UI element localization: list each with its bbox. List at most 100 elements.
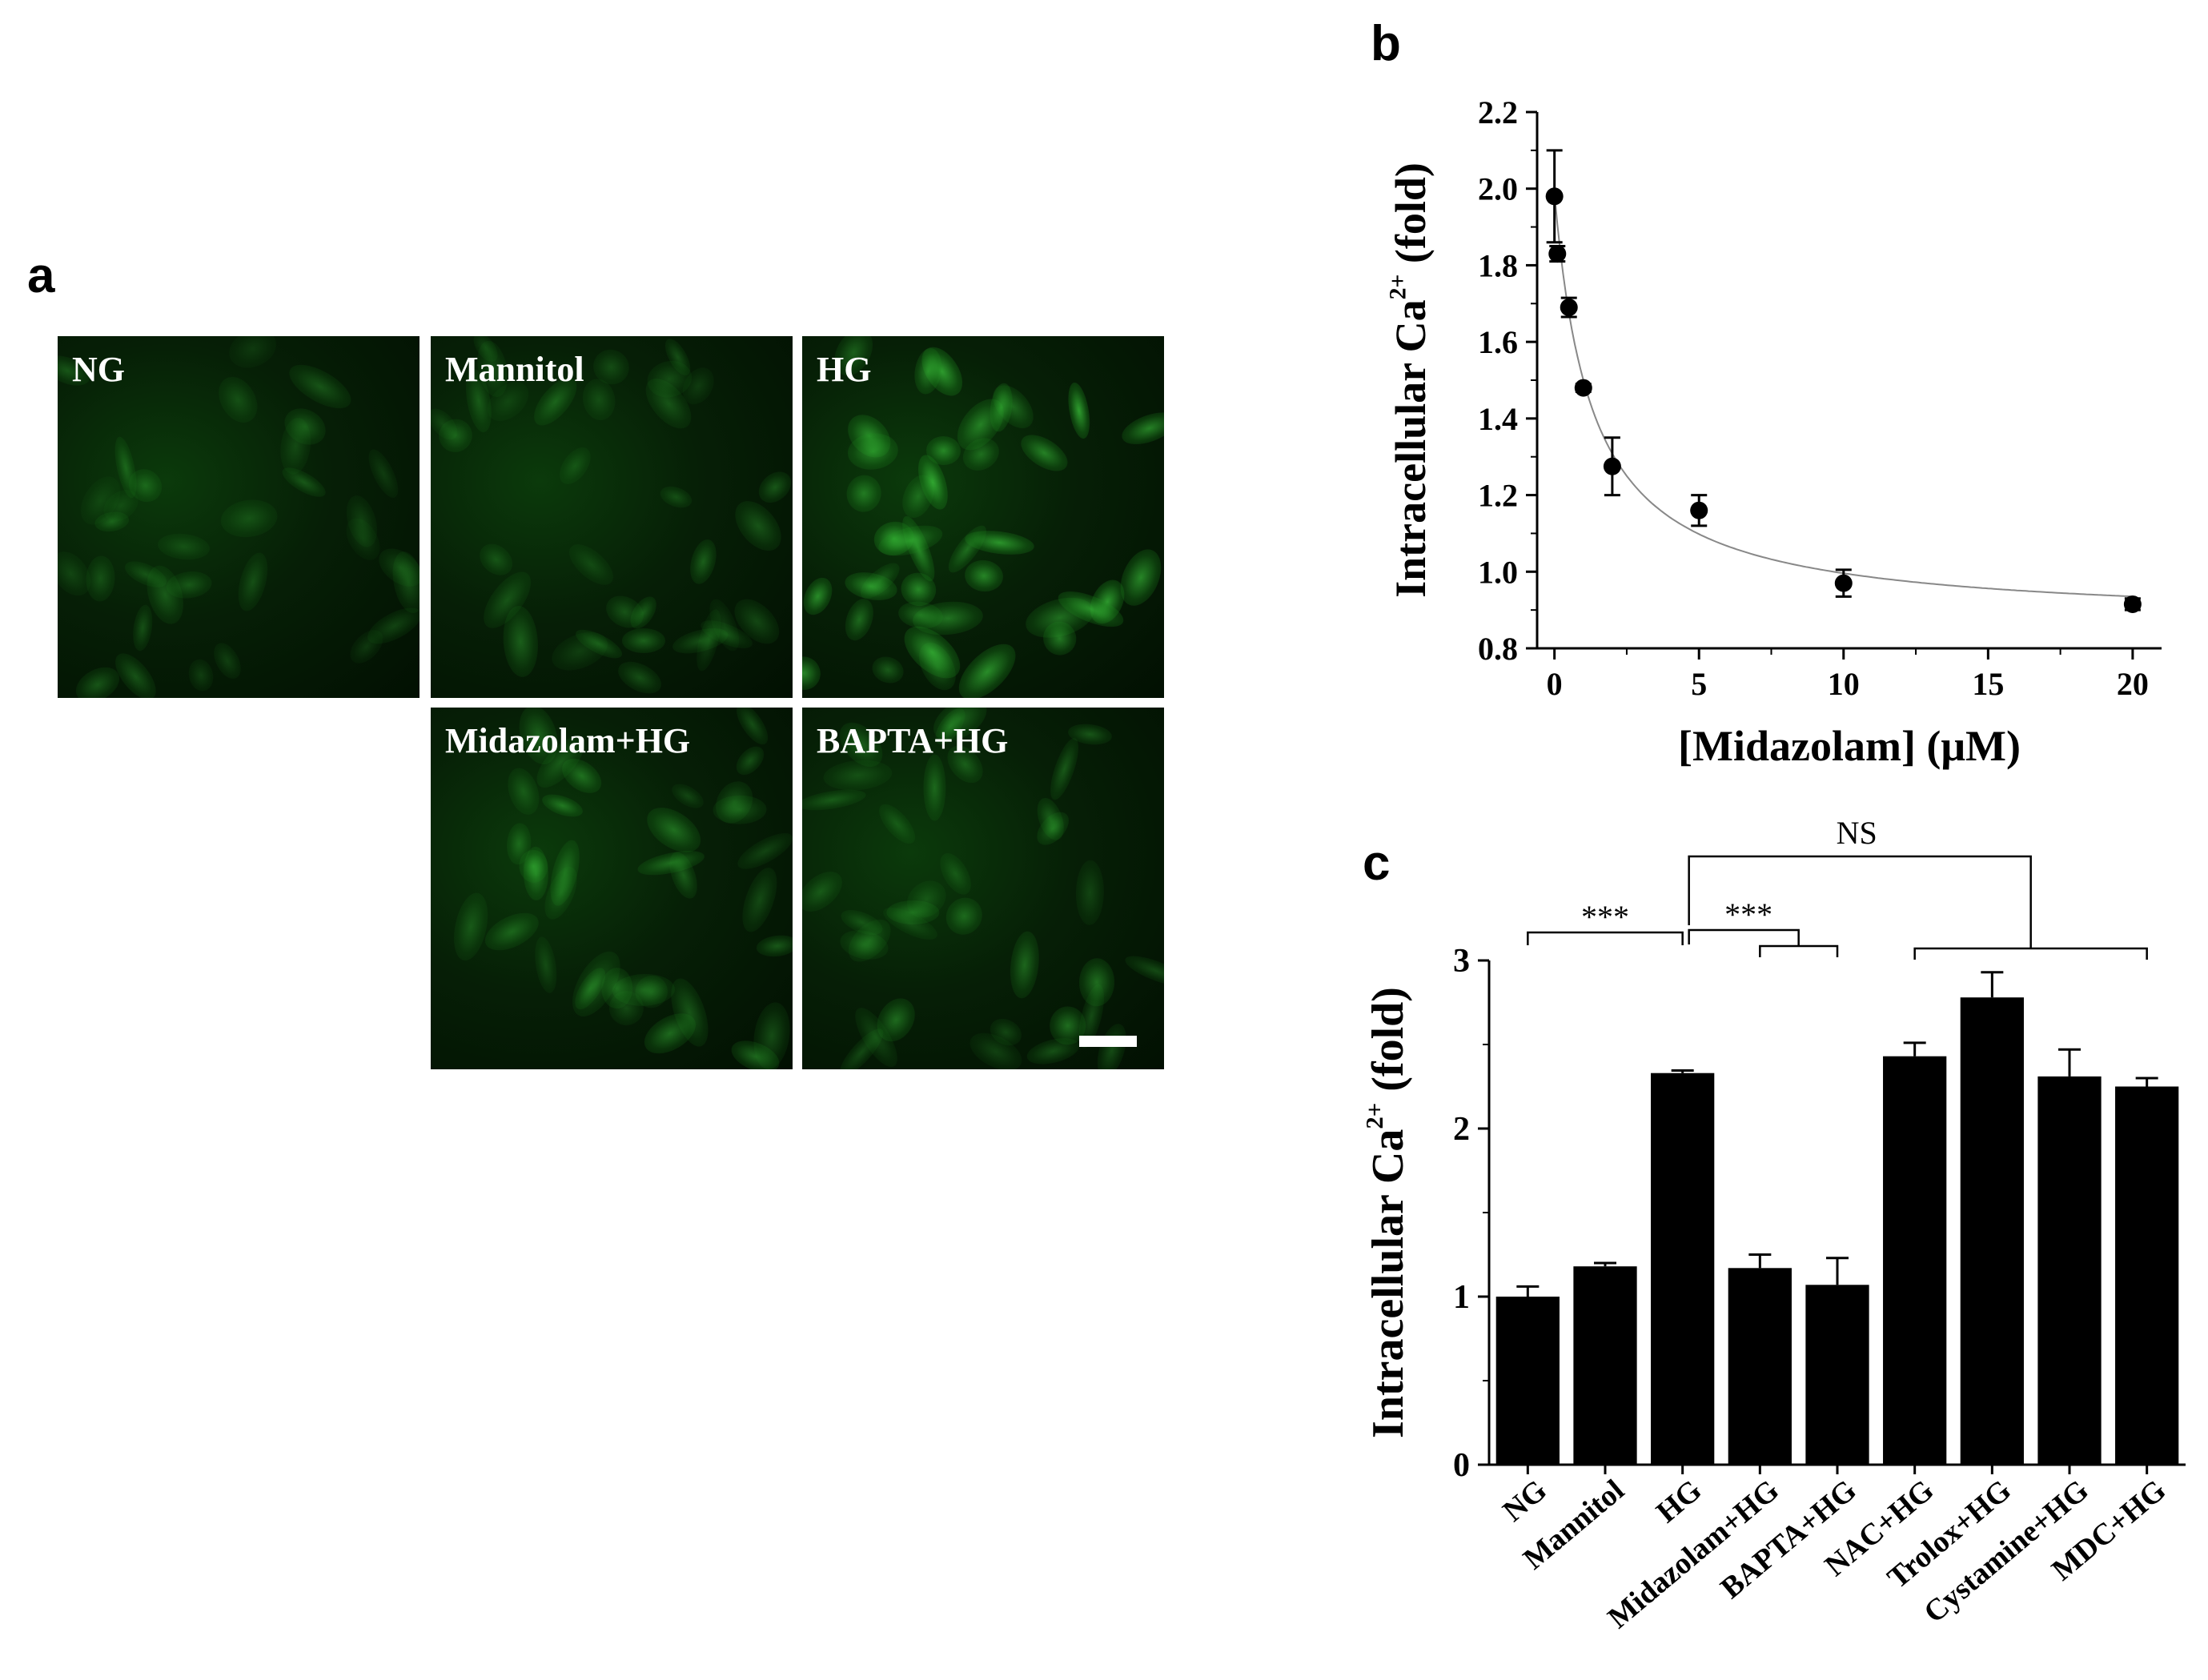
significance-label: *** <box>1724 896 1772 932</box>
micrograph-label: HG <box>817 349 871 390</box>
fluorescent-cell <box>731 708 774 749</box>
x-tick-label: HG <box>1650 1474 1708 1530</box>
bar <box>1573 1266 1636 1465</box>
fluorescent-cell <box>532 936 560 995</box>
micrograph-ng: NG <box>58 336 420 698</box>
fluorescent-cell <box>749 1000 793 1069</box>
y-tick-label: 1.8 <box>1478 247 1518 283</box>
fluorescent-cell <box>109 647 164 698</box>
fluorescent-cell <box>1075 860 1104 926</box>
calcium-bar-chart: 0123Intracellular Ca2+ (fold)NGMannitol H… <box>1345 800 2202 1673</box>
bar <box>1651 1073 1714 1465</box>
significance-label: NS <box>1837 815 1877 851</box>
fluorescent-cell <box>85 555 116 603</box>
fluorescent-cell <box>157 531 211 562</box>
panel-label-a: a <box>27 251 54 301</box>
panel-label-b: b <box>1371 19 1401 69</box>
x-tick-label: 5 <box>1691 666 1707 702</box>
y-tick-label: 3 <box>1453 943 1470 980</box>
x-tick-label: NG <box>1496 1474 1553 1529</box>
data-point <box>1604 458 1621 475</box>
fluorescent-cell <box>1007 930 1042 1000</box>
x-tick-label: 20 <box>2117 666 2149 702</box>
y-tick-label: 1.0 <box>1478 554 1518 590</box>
fluorescent-cell <box>713 796 767 825</box>
bar <box>2115 1087 2178 1465</box>
y-tick-label: 1.6 <box>1478 324 1518 360</box>
fluorescent-cell <box>540 790 586 821</box>
bar <box>1805 1285 1869 1465</box>
fluorescent-cell <box>553 442 597 490</box>
micrograph-mannitol: Mannitol <box>431 336 793 698</box>
fluorescent-cell <box>755 933 793 959</box>
fluorescent-cell <box>209 639 247 684</box>
fluorescent-cell <box>223 336 282 375</box>
micrograph-label: Midazolam+HG <box>445 720 690 761</box>
fluorescent-cell <box>1045 735 1084 803</box>
fluorescent-cell <box>219 496 280 540</box>
fluorescent-cell <box>130 603 155 652</box>
fluorescent-cell <box>363 446 403 502</box>
fluorescent-cell <box>562 537 620 592</box>
y-axis-label: Intracellular Ca2+ (fold) <box>1361 987 1413 1438</box>
significance-bracket <box>1689 930 1799 946</box>
fluorescent-cell <box>733 826 793 876</box>
y-tick-label: 1 <box>1453 1279 1470 1316</box>
data-point <box>1546 187 1564 205</box>
x-axis-label: [Midazolam] (μM) <box>1678 722 2021 770</box>
fluorescent-cell <box>622 628 665 653</box>
y-tick-label: 2.0 <box>1478 171 1518 207</box>
x-tick-label: 15 <box>1972 666 2004 702</box>
fluorescent-cell <box>736 864 784 936</box>
data-point <box>1690 502 1708 519</box>
micrograph-midazolam-hg: Midazolam+HG <box>431 708 793 1069</box>
fluorescent-cell <box>726 492 790 559</box>
x-tick-label: 0 <box>1547 666 1563 702</box>
fit-curve <box>1555 194 2133 596</box>
fluorescent-cell <box>211 370 265 429</box>
fluorescent-cell <box>233 550 274 615</box>
fluorescent-cell <box>612 656 666 698</box>
y-tick-label: 1.2 <box>1478 478 1518 514</box>
fluorescent-cell <box>840 595 878 644</box>
fluorescent-cell <box>731 741 769 780</box>
significance-bracket <box>1760 946 1837 957</box>
fluorescent-cell <box>448 890 493 964</box>
scale-bar <box>1079 1036 1137 1047</box>
fluorescent-cell <box>657 483 694 511</box>
micrograph-bapta-hg: BAPTA+HG <box>802 708 1164 1069</box>
y-tick-label: 1.4 <box>1478 401 1518 437</box>
bar <box>2037 1077 2101 1465</box>
micrograph-label: Mannitol <box>445 349 584 390</box>
data-point <box>1560 299 1578 316</box>
fluorescent-cell <box>873 799 921 850</box>
fluorescent-cell <box>1015 428 1074 479</box>
bar <box>1496 1297 1560 1465</box>
x-tick-label: 10 <box>1828 666 1860 702</box>
fluorescent-cell <box>802 573 838 619</box>
fluorescent-cell <box>802 649 827 696</box>
fluorescent-cell <box>923 755 945 821</box>
fluorescent-cell <box>668 779 708 813</box>
fluorescent-cell <box>278 463 329 503</box>
micrograph-label: NG <box>72 349 125 390</box>
data-point <box>1548 245 1566 263</box>
fluorescent-cell <box>187 657 216 694</box>
y-tick-label: 0.8 <box>1478 631 1518 667</box>
significance-label: *** <box>1581 899 1629 935</box>
fluorescent-cell <box>1078 958 1114 1007</box>
bar <box>1728 1268 1792 1465</box>
data-point <box>2124 595 2142 613</box>
dose-response-chart: 0.8 1.0 1.2 1.4 1.6 1.8 2.0 2.2 0 5 10 15 20 [Midazol… <box>1361 80 2194 800</box>
fluorescent-cell <box>963 559 1005 595</box>
fluorescent-cell <box>869 652 908 688</box>
fluorescent-cell <box>686 537 721 587</box>
fluorescent-cell <box>939 891 990 941</box>
fluorescent-cell <box>1122 950 1164 992</box>
bar <box>1961 997 2024 1465</box>
fluorescent-cell <box>1064 381 1093 440</box>
bar <box>1883 1057 1946 1465</box>
fluorescent-cell <box>844 473 884 515</box>
data-point <box>1835 575 1853 592</box>
significance-bracket <box>1915 948 2147 960</box>
